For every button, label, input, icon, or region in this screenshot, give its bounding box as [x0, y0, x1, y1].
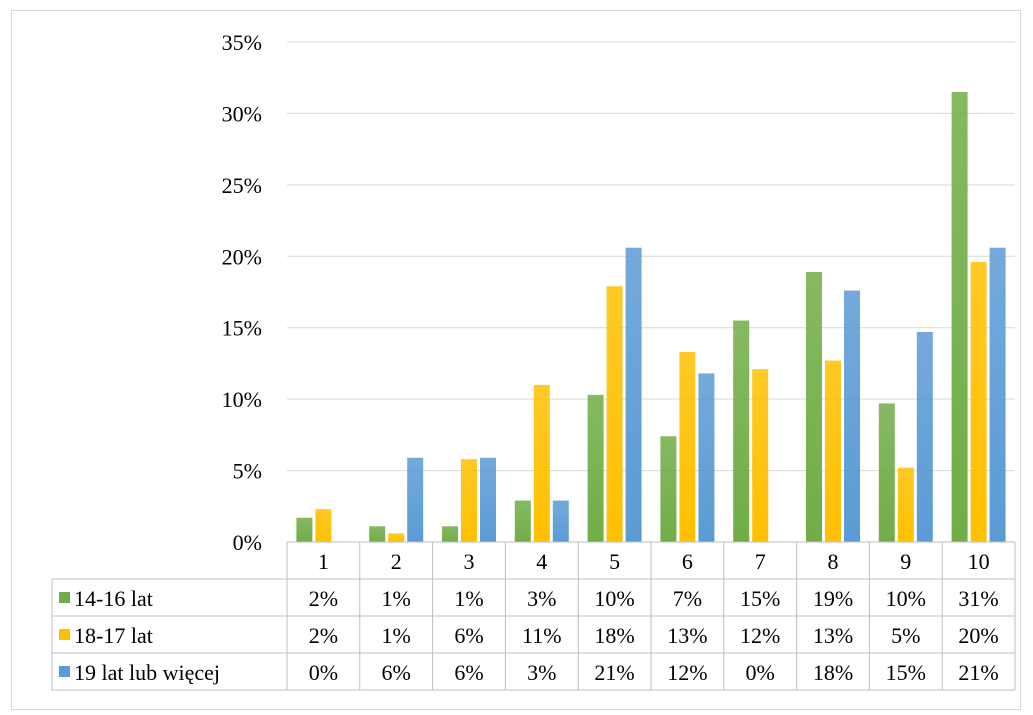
table-cell-value: 3% — [527, 660, 556, 685]
x-tick-label: 6 — [682, 549, 693, 574]
table-cell-value: 10% — [886, 586, 926, 611]
chart-frame — [11, 10, 1021, 710]
bar-19-lat-lub-więcej-4 — [552, 500, 569, 542]
table-cell-value: 15% — [740, 586, 780, 611]
table-cell-value: 7% — [673, 586, 702, 611]
bar-18-17-lat-6 — [679, 352, 696, 542]
y-tick-label: 30% — [222, 101, 262, 126]
table-cell-value: 6% — [454, 623, 483, 648]
bar-19-lat-lub-więcej-3 — [480, 457, 496, 542]
bar-18-17-lat-10 — [970, 262, 987, 542]
bar-19-lat-lub-więcej-2 — [407, 457, 424, 542]
data-table: 1 2 3 4 5 6 7 8 9 10 14-16 lat 2% 1% 1% 3% 10% 7% 15% 19% 1… — [51, 541, 1016, 691]
y-tick-label: 0% — [233, 530, 262, 555]
bar-18-17-lat-2 — [388, 533, 405, 542]
bar-14-16-lat-6 — [660, 436, 677, 542]
gridlines — [287, 41, 1015, 472]
table-cell-value: 15% — [886, 660, 926, 685]
legend-entry: 18-17 lat — [74, 623, 153, 648]
table-cell-value: 19% — [813, 586, 853, 611]
bar-18-17-lat-1 — [315, 509, 332, 542]
table-cell-value: 18% — [813, 660, 853, 685]
bar-14-16-lat-8 — [806, 272, 822, 542]
legend-swatch — [59, 592, 70, 603]
bar-19-lat-lub-więcej-8 — [844, 290, 860, 542]
table-cell-value: 18% — [594, 623, 634, 648]
bars — [296, 92, 1006, 542]
x-tick-label: 5 — [609, 549, 620, 574]
x-tick-label: 9 — [900, 549, 911, 574]
x-tick-label: 1 — [318, 549, 329, 574]
legend-swatch — [59, 629, 70, 640]
bar-14-16-lat-2 — [369, 526, 386, 542]
table-cell-value: 6% — [454, 660, 483, 685]
bar-14-16-lat-4 — [514, 500, 531, 542]
bar-14-16-lat-10 — [951, 92, 968, 542]
table-cell-value: 6% — [382, 660, 411, 685]
table-cell-value: 20% — [958, 623, 998, 648]
table-cell-value: 3% — [527, 586, 556, 611]
y-tick-label: 35% — [222, 30, 262, 55]
x-tick-label: 7 — [755, 549, 766, 574]
bar-18-17-lat-4 — [533, 384, 550, 542]
x-tick-label: 8 — [828, 549, 839, 574]
bar-14-16-lat-1 — [296, 517, 313, 542]
legend-entry: 14-16 lat — [74, 586, 153, 611]
y-tick-label: 25% — [222, 173, 262, 198]
table-cell-value: 13% — [813, 623, 853, 648]
bar-18-17-lat-7 — [752, 369, 769, 542]
bar-19-lat-lub-więcej-9 — [916, 332, 933, 542]
table-cell-value: 13% — [667, 623, 707, 648]
y-tick-label: 15% — [222, 316, 262, 341]
y-tick-label: 5% — [233, 459, 262, 484]
table-cell-value: 1% — [454, 586, 483, 611]
table-cell-value: 2% — [309, 586, 338, 611]
table-cell-value: 0% — [309, 660, 338, 685]
bar-18-17-lat-9 — [897, 467, 914, 542]
x-tick-label: 2 — [391, 549, 402, 574]
table-cell-value: 12% — [740, 623, 780, 648]
bar-18-17-lat-3 — [461, 459, 477, 542]
table-cell-value: 1% — [382, 623, 411, 648]
x-tick-label: 4 — [536, 549, 547, 574]
bar-18-17-lat-5 — [606, 286, 623, 542]
bar-19-lat-lub-więcej-10 — [989, 247, 1006, 542]
legend-swatch — [59, 666, 70, 677]
table-cell-value: 21% — [594, 660, 634, 685]
table-cell-value: 0% — [746, 660, 775, 685]
bar-19-lat-lub-więcej-5 — [625, 247, 642, 542]
x-tick-label: 10 — [968, 549, 990, 574]
y-tick-label: 20% — [222, 244, 262, 269]
y-tick-label: 10% — [222, 387, 262, 412]
bar-18-17-lat-8 — [825, 360, 841, 542]
table-cell-value: 11% — [522, 623, 562, 648]
y-axis-ticks: 0% 5% 10% 15% 20% 25% 30% 35% — [222, 30, 262, 555]
bar-14-16-lat-3 — [442, 526, 458, 542]
bar-19-lat-lub-więcej-6 — [698, 373, 715, 542]
table-cell-value: 5% — [891, 623, 920, 648]
legend-entry: 19 lat lub więcej — [74, 660, 220, 685]
bar-14-16-lat-9 — [878, 403, 895, 542]
table-cell-value: 1% — [382, 586, 411, 611]
table-cell-value: 31% — [958, 586, 998, 611]
x-tick-label: 3 — [464, 549, 475, 574]
table-cell-value: 2% — [309, 623, 338, 648]
table-cell-value: 12% — [667, 660, 707, 685]
table-cell-value: 10% — [594, 586, 634, 611]
bar-14-16-lat-7 — [733, 320, 750, 542]
table-cell-value: 21% — [958, 660, 998, 685]
bar-14-16-lat-5 — [587, 394, 604, 542]
